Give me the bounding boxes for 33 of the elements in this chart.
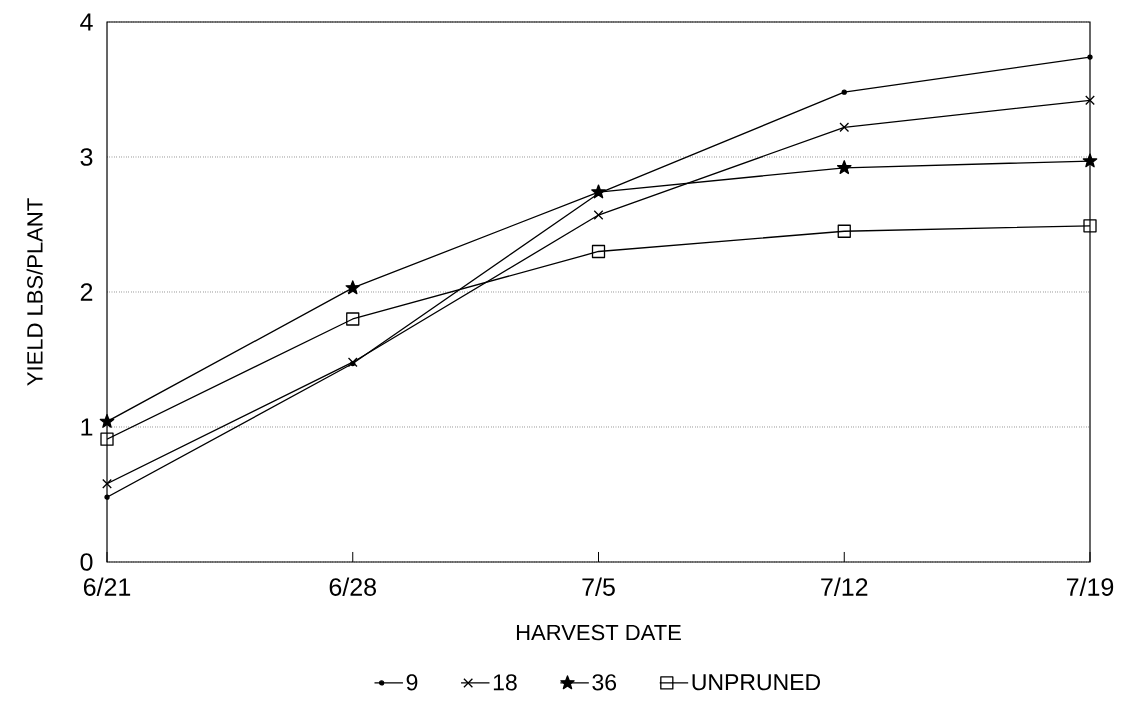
y-tick-label: 2 [80,283,93,301]
y-axis-title: YIELD LBS/PLANT [26,198,43,386]
y-tick-label: 1 [81,418,93,436]
point [1085,95,1095,106]
y-tick-label: 3 [80,148,93,166]
point [841,89,847,95]
point [346,312,360,326]
point [345,280,361,295]
y-tick-label: 0 [80,553,93,571]
x-tick-label: 6/28 [329,577,376,596]
point [593,210,604,220]
point [1083,219,1097,233]
y-tick-label: 4 [80,13,93,31]
point [591,244,606,259]
point [102,478,112,489]
x-tick-label: 7/19 [1066,577,1114,596]
legend-label: UNPRUNED [692,674,821,691]
legend-label: 9 [406,674,418,691]
x-tick-label: 7/12 [821,577,868,596]
x-tick-label: 7/5 [582,577,615,596]
point [839,122,850,133]
point [836,160,852,175]
point [99,413,115,428]
point [591,184,606,199]
point [100,432,114,446]
x-axis-title: HARVEST DATE [516,624,681,641]
point [837,224,851,238]
point [104,494,110,500]
legend-label: 36 [592,674,617,691]
x-tick-label: 6/21 [83,577,131,596]
point [1082,153,1098,168]
legend-label: 18 [493,674,517,691]
point [1087,54,1093,60]
